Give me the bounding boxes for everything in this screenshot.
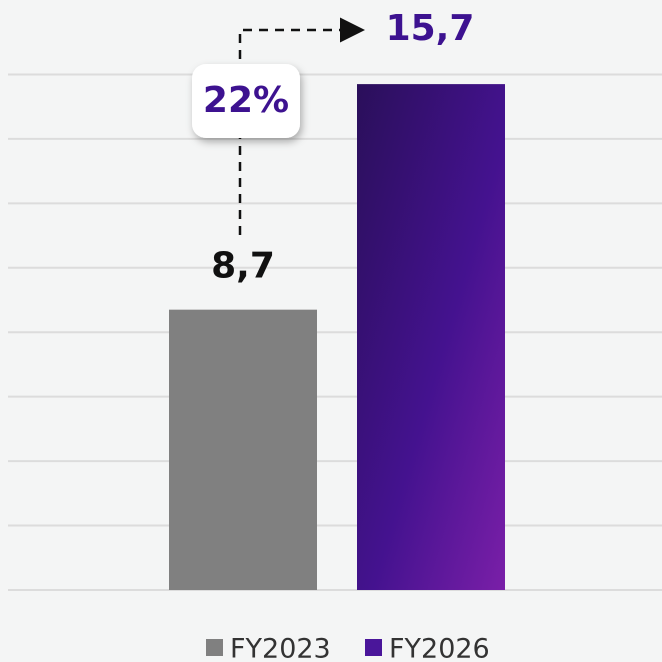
legend-label: FY2026 [389, 634, 490, 662]
grid [8, 73, 662, 591]
value-label: 15,7 [386, 8, 475, 49]
legend-swatch [206, 639, 223, 656]
legend-label: FY2023 [230, 634, 331, 662]
bar [169, 309, 317, 590]
bars [169, 84, 505, 590]
legend: FY2023 FY2026 [206, 634, 490, 662]
value-label: 8,7 [211, 246, 275, 287]
annotation: 22% [203, 80, 289, 121]
annotation-box [192, 64, 300, 138]
legend-swatch [365, 639, 382, 656]
bar [357, 84, 505, 590]
growth-arrow [238, 17, 365, 235]
